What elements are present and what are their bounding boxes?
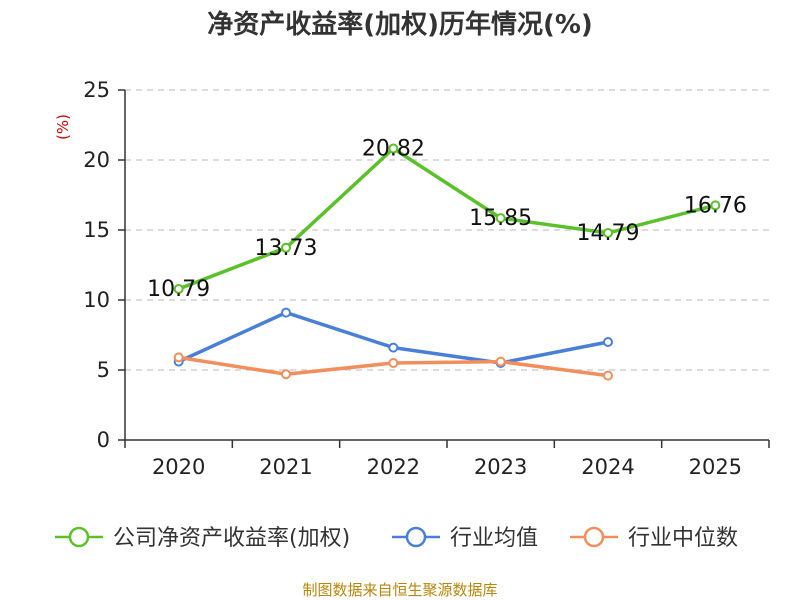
data-labels: 10.79 13.73 20.82 15.85 14.79 16.76 bbox=[147, 137, 747, 302]
legend-marker bbox=[583, 526, 605, 548]
data-point bbox=[603, 370, 613, 381]
legend-label: 行业中位数 bbox=[628, 526, 738, 551]
x-tick-label: 2020 bbox=[152, 455, 205, 479]
data-point bbox=[281, 242, 291, 253]
data-point bbox=[173, 352, 184, 363]
data-point bbox=[603, 227, 613, 238]
source-note: 制图数据来自恒生聚源数据库 bbox=[302, 581, 497, 599]
x-tick-label: 2024 bbox=[581, 455, 634, 479]
y-axis-label: (%) bbox=[54, 114, 72, 140]
data-label: 20.82 bbox=[362, 137, 425, 162]
legend-marker bbox=[405, 526, 427, 548]
data-point bbox=[603, 337, 613, 347]
data-point bbox=[281, 369, 291, 380]
legend[interactable]: 公司净资产收益率(加权) 行业均值 行业中位数 bbox=[55, 526, 738, 551]
legend-label: 行业均值 bbox=[450, 526, 538, 551]
series bbox=[173, 143, 721, 381]
data-point bbox=[388, 143, 399, 154]
data-point bbox=[495, 213, 506, 224]
y-tick-label: 5 bbox=[97, 358, 110, 382]
legend-item[interactable]: 行业中位数 bbox=[570, 526, 738, 551]
y-tick-label: 10 bbox=[83, 288, 110, 312]
grid bbox=[125, 89, 769, 371]
x-tick-label: 2022 bbox=[367, 455, 420, 479]
legend-item[interactable]: 公司净资产收益率(加权) bbox=[55, 526, 350, 551]
data-point bbox=[173, 283, 184, 294]
x-tick-label: 2025 bbox=[689, 455, 742, 479]
y-tick-label: 20 bbox=[83, 148, 110, 172]
x-tick-label: 2023 bbox=[474, 455, 527, 479]
data-point bbox=[388, 358, 399, 368]
data-label: 13.73 bbox=[255, 236, 318, 261]
data-label: 16.76 bbox=[684, 193, 747, 218]
x-tick-label: 2021 bbox=[259, 455, 312, 479]
y-tick-label: 0 bbox=[97, 428, 110, 452]
data-point bbox=[495, 356, 506, 367]
data-label: 10.79 bbox=[147, 277, 210, 302]
legend-label: 公司净资产收益率(加权) bbox=[113, 526, 350, 551]
series-line-1 bbox=[177, 310, 609, 365]
chart-title: 净资产收益率(加权)历年情况(%) bbox=[207, 9, 593, 40]
data-label: 14.79 bbox=[577, 221, 640, 246]
legend-marker bbox=[68, 526, 90, 548]
data-point bbox=[710, 200, 721, 211]
y-tick-label: 15 bbox=[83, 218, 110, 242]
data-point bbox=[281, 307, 291, 318]
y-tick-label: 25 bbox=[83, 78, 110, 102]
legend-item[interactable]: 行业均值 bbox=[392, 526, 538, 551]
series-line-0 bbox=[178, 146, 716, 291]
data-label: 15.85 bbox=[469, 206, 532, 231]
data-point bbox=[388, 342, 399, 353]
